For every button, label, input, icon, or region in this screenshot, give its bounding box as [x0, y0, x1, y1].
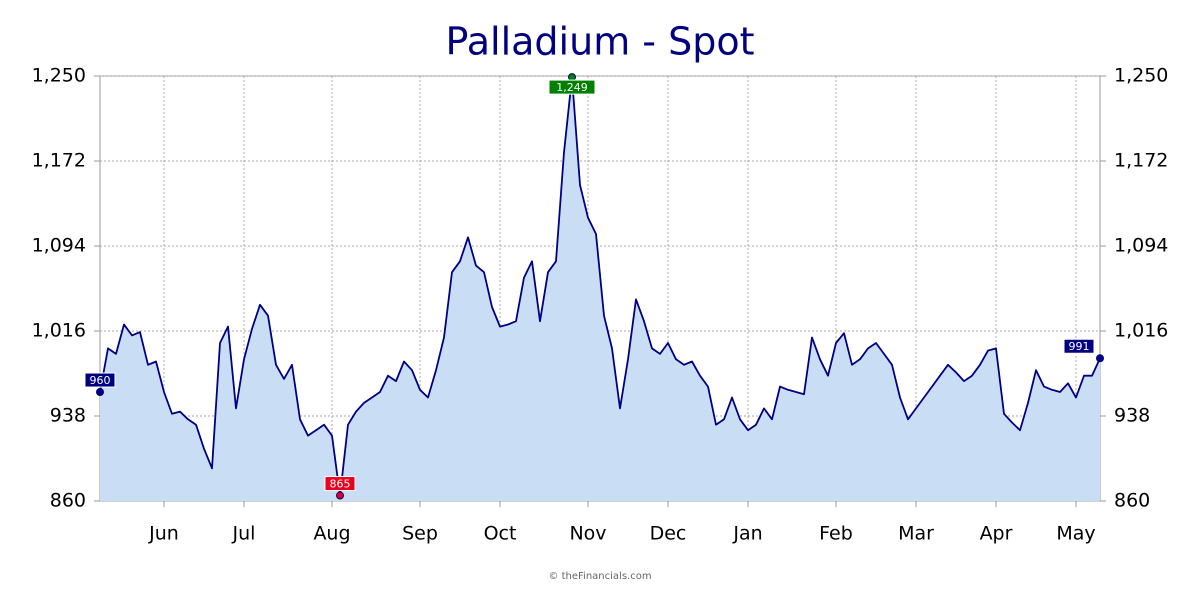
point-marker: [96, 388, 104, 397]
y2-tick-label: 938: [1114, 405, 1150, 427]
x-tick-label: Jul: [232, 523, 256, 545]
label-box: [1063, 338, 1095, 354]
x-tick-label: Feb: [819, 523, 853, 545]
x-tick-label: Oct: [484, 523, 517, 545]
y-tick-label: 860: [50, 490, 86, 512]
y2-tick-label: 1,016: [1114, 320, 1168, 342]
label-box: [548, 79, 596, 95]
label-box: [324, 476, 356, 492]
area: [100, 77, 1100, 501]
y-tick-label: 1,016: [32, 320, 86, 342]
x-tick-label: Aug: [313, 523, 350, 545]
x-tick-label: Jun: [148, 523, 179, 545]
data-label: 960: [90, 374, 111, 387]
point-marker: [1096, 354, 1104, 363]
y-tick-label: 938: [50, 405, 86, 427]
x-tick-label: Dec: [650, 523, 687, 545]
y-tick-label: 1,172: [32, 150, 86, 172]
data-label: 865: [330, 478, 351, 491]
y2-tick-label: 1,250: [1114, 65, 1168, 87]
x-tick-label: Sep: [402, 523, 438, 545]
y2-tick-label: 860: [1114, 490, 1150, 512]
label-box: [84, 372, 116, 388]
y2-tick-label: 1,172: [1114, 150, 1168, 172]
data-label: 1,249: [556, 81, 588, 94]
chart-title: Palladium - Spot: [446, 20, 755, 64]
y-tick-label: 1,250: [32, 65, 86, 87]
point-marker: [336, 491, 344, 500]
y2-tick-label: 1,094: [1114, 235, 1168, 257]
x-tick-label: Nov: [569, 523, 606, 545]
data-label: 991: [1069, 340, 1090, 353]
y-tick-label: 1,094: [32, 235, 86, 257]
x-tick-label: Jan: [732, 523, 762, 545]
credit: © theFinancials.com: [548, 571, 651, 582]
x-tick-label: May: [1056, 523, 1095, 545]
line: [99, 76, 1101, 497]
x-tick-label: Mar: [898, 523, 934, 545]
point-marker: [568, 73, 576, 82]
x-tick-label: Apr: [980, 523, 1013, 545]
